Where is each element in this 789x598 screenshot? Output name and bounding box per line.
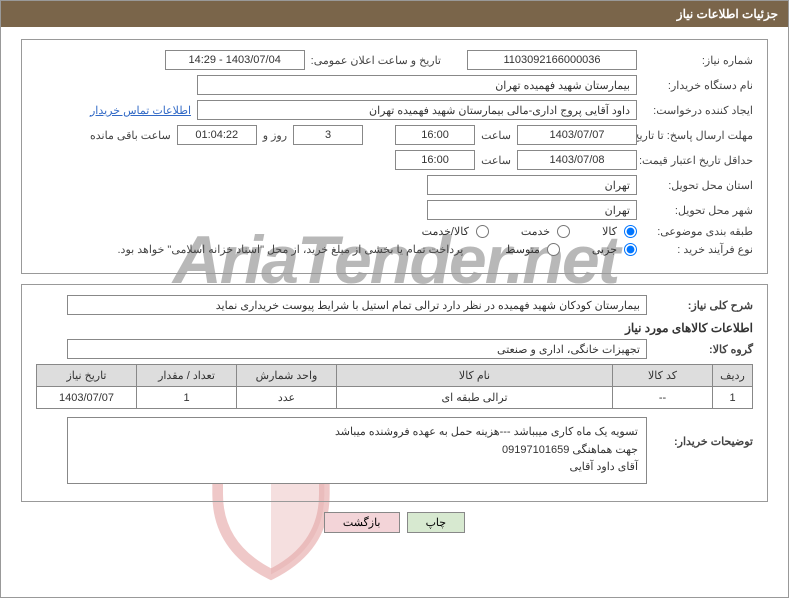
field-city: تهران xyxy=(427,200,637,220)
field-buyer-notes: تسویه یک ماه کاری میبباشد ---هزینه حمل ب… xyxy=(67,417,647,484)
th-date: تاریخ نیاز xyxy=(37,365,137,387)
radio-service-input[interactable] xyxy=(557,225,570,238)
td-row: 1 xyxy=(713,387,753,409)
row-city: شهر محل تحویل: تهران xyxy=(36,200,753,220)
td-code: -- xyxy=(613,387,713,409)
field-deadline-date: 1403/07/07 xyxy=(517,125,637,145)
row-category: طبقه بندی موضوعی: کالا خدمت کالا/خدمت xyxy=(36,225,753,238)
row-deadline-send: مهلت ارسال پاسخ: تا تاریخ: 1403/07/07 سا… xyxy=(36,125,753,145)
label-province: استان محل تحویل: xyxy=(643,179,753,192)
td-unit: عدد xyxy=(237,387,337,409)
radio-partial-input[interactable] xyxy=(624,243,637,256)
notes-line2: جهت هماهنگی 09197101659 xyxy=(76,442,638,460)
label-deadline-send: مهلت ارسال پاسخ: تا تاریخ: xyxy=(643,129,753,142)
field-announce: 1403/07/04 - 14:29 xyxy=(165,50,305,70)
label-time1: ساعت xyxy=(481,129,511,142)
th-code: کد کالا xyxy=(613,365,713,387)
td-date: 1403/07/07 xyxy=(37,387,137,409)
row-buyer-org: نام دستگاه خریدار: بیمارستان شهید فهمیده… xyxy=(36,75,753,95)
radio-medium[interactable]: متوسط xyxy=(505,243,560,256)
row-need-number: شماره نیاز: 1103092166000036 تاریخ و ساع… xyxy=(36,50,753,70)
td-qty: 1 xyxy=(137,387,237,409)
print-button[interactable]: چاپ xyxy=(407,512,466,533)
back-button[interactable]: بازگشت xyxy=(324,512,400,533)
row-province: استان محل تحویل: تهران xyxy=(36,175,753,195)
radio-partial[interactable]: جزیی xyxy=(592,243,637,256)
label-remain: ساعت باقی مانده xyxy=(90,129,171,142)
button-bar: چاپ بازگشت xyxy=(21,512,768,533)
field-buyer-org: بیمارستان شهید فهمیده تهران xyxy=(197,75,637,95)
label-time2: ساعت xyxy=(481,154,511,167)
radio-goods-input[interactable] xyxy=(624,225,637,238)
row-buyer-notes: توضیحات خریدار: تسویه یک ماه کاری میبباش… xyxy=(36,417,753,484)
field-need-number: 1103092166000036 xyxy=(467,50,637,70)
goods-table: ردیف کد کالا نام کالا واحد شمارش تعداد /… xyxy=(36,364,753,409)
page-title-bar: جزئیات اطلاعات نیاز xyxy=(1,1,788,27)
row-goods-group: گروه کالا: تجهیزات خانگی، اداری و صنعتی xyxy=(36,339,753,359)
th-name: نام کالا xyxy=(337,365,613,387)
field-creator: داود آقایی پروج اداری-مالی بیمارستان شهی… xyxy=(197,100,637,120)
label-validity: حداقل تاریخ اعتبار قیمت: تا تاریخ: xyxy=(643,154,753,167)
label-creator: ایجاد کننده درخواست: xyxy=(643,104,753,117)
section-goods-info: اطلاعات کالاهای مورد نیاز xyxy=(36,321,753,335)
notes-line1: تسویه یک ماه کاری میبباشد ---هزینه حمل ب… xyxy=(76,424,638,442)
need-info-fieldset: شماره نیاز: 1103092166000036 تاریخ و ساع… xyxy=(21,39,768,274)
desc-fieldset: شرح کلی نیاز: بیمارستان کودکان شهید فهمی… xyxy=(21,284,768,502)
field-overall: بیمارستان کودکان شهید فهمیده در نظر دارد… xyxy=(67,295,647,315)
field-days: 3 xyxy=(293,125,363,145)
radio-service[interactable]: خدمت xyxy=(521,225,570,238)
field-deadline-time: 16:00 xyxy=(395,125,475,145)
notes-line3: آقای داود آقایی xyxy=(76,459,638,477)
label-announce: تاریخ و ساعت اعلان عمومی: xyxy=(311,54,441,67)
label-city: شهر محل تحویل: xyxy=(643,204,753,217)
field-countdown: 01:04:22 xyxy=(177,125,257,145)
label-category: طبقه بندی موضوعی: xyxy=(643,225,753,238)
link-buyer-contact[interactable]: اطلاعات تماس خریدار xyxy=(90,104,191,117)
field-validity-date: 1403/07/08 xyxy=(517,150,637,170)
radio-goods[interactable]: کالا xyxy=(602,225,637,238)
th-row: ردیف xyxy=(713,365,753,387)
th-unit: واحد شمارش xyxy=(237,365,337,387)
label-need-number: شماره نیاز: xyxy=(643,54,753,67)
row-process: نوع فرآیند خرید : جزیی متوسط پرداخت تمام… xyxy=(36,243,753,256)
row-overall-desc: شرح کلی نیاز: بیمارستان کودکان شهید فهمی… xyxy=(36,295,753,315)
table-row: 1 -- ترالی طبقه ای عدد 1 1403/07/07 xyxy=(37,387,753,409)
field-province: تهران xyxy=(427,175,637,195)
page-container: جزئیات اطلاعات نیاز AriaTender.net شماره… xyxy=(0,0,789,598)
row-validity: حداقل تاریخ اعتبار قیمت: تا تاریخ: 1403/… xyxy=(36,150,753,170)
td-name: ترالی طبقه ای xyxy=(337,387,613,409)
radio-medium-input[interactable] xyxy=(547,243,560,256)
label-goods-group: گروه کالا: xyxy=(653,343,753,356)
label-overall: شرح کلی نیاز: xyxy=(653,299,753,312)
field-goods-group: تجهیزات خانگی، اداری و صنعتی xyxy=(67,339,647,359)
label-days-and: روز و xyxy=(263,129,287,142)
radio-both[interactable]: کالا/خدمت xyxy=(422,225,489,238)
payment-note: پرداخت تمام یا بخشی از مبلغ خرید، از محل… xyxy=(118,243,464,256)
field-validity-time: 16:00 xyxy=(395,150,475,170)
label-buyer-org: نام دستگاه خریدار: xyxy=(643,79,753,92)
label-process: نوع فرآیند خرید : xyxy=(643,243,753,256)
content-area: شماره نیاز: 1103092166000036 تاریخ و ساع… xyxy=(1,27,788,545)
th-qty: تعداد / مقدار xyxy=(137,365,237,387)
radio-both-input[interactable] xyxy=(476,225,489,238)
table-header-row: ردیف کد کالا نام کالا واحد شمارش تعداد /… xyxy=(37,365,753,387)
row-creator: ایجاد کننده درخواست: داود آقایی پروج ادا… xyxy=(36,100,753,120)
page-title: جزئیات اطلاعات نیاز xyxy=(677,7,778,21)
label-buyer-notes: توضیحات خریدار: xyxy=(653,417,753,448)
